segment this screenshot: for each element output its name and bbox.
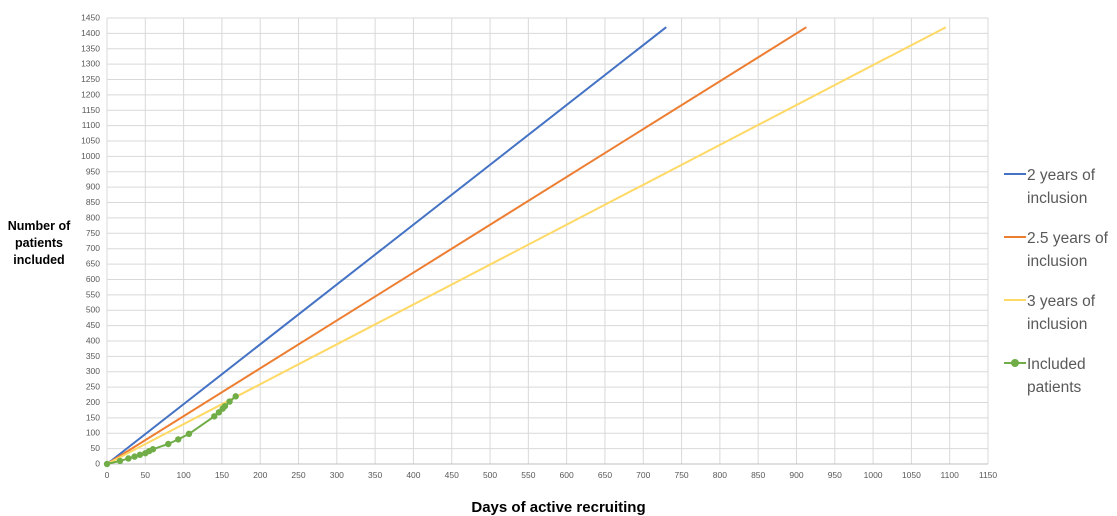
- legend-label: 2.5 years of inclusion: [1027, 230, 1108, 270]
- y-tick-label: 550: [86, 289, 100, 299]
- x-tick-label: 200: [253, 470, 267, 480]
- series-lines: [103, 26, 947, 468]
- x-tick-label: 1050: [902, 470, 921, 480]
- series-line-1: [106, 26, 807, 465]
- y-tick-label: 250: [86, 382, 100, 392]
- legend-label: Included patients: [1027, 356, 1086, 396]
- y-tick-label: 1400: [81, 28, 100, 38]
- y-tick-label: 450: [86, 320, 100, 330]
- data-point: [165, 440, 172, 448]
- x-tick-label: 300: [330, 470, 344, 480]
- x-tick-label: 1100: [941, 470, 960, 480]
- legend-swatch: [1004, 299, 1026, 301]
- y-tick-label: 200: [86, 397, 100, 407]
- legend-swatch: [1004, 173, 1026, 175]
- y-tick-label: 1200: [81, 89, 100, 99]
- y-tick-label: 0: [95, 459, 100, 469]
- y-tick-label: 1100: [82, 120, 101, 130]
- x-tick-label: 850: [751, 470, 765, 480]
- data-point: [136, 451, 144, 458]
- data-point: [116, 457, 124, 465]
- y-tick-label: 900: [86, 182, 100, 192]
- y-tick-label: 300: [86, 366, 100, 376]
- y-tick-label: 400: [86, 335, 100, 345]
- legend: 2 years of inclusion 2.5 years of inclusi…: [1004, 164, 1117, 416]
- x-tick-label: 50: [141, 470, 151, 480]
- y-tick-label: 700: [86, 243, 100, 253]
- data-point: [149, 446, 157, 453]
- y-tick-label: 50: [91, 443, 101, 453]
- y-tick-label: 100: [86, 428, 100, 438]
- data-point: [226, 398, 233, 405]
- data-point: [221, 402, 229, 410]
- legend-marker: [1011, 359, 1019, 367]
- x-axis-title-wrap: Days of active recruiting: [0, 499, 1117, 516]
- x-axis-title: Days of active recruiting: [471, 499, 646, 516]
- x-tick-label: 650: [598, 470, 612, 480]
- y-tick-label: 750: [86, 228, 100, 238]
- y-tick-label: 350: [86, 351, 100, 361]
- x-tick-label: 150: [215, 470, 229, 480]
- x-tick-label: 400: [406, 470, 420, 480]
- y-tick-label: 800: [86, 212, 100, 222]
- y-tick-label: 950: [86, 166, 100, 176]
- x-tick-label: 750: [674, 470, 688, 480]
- x-tick-label: 700: [636, 470, 650, 480]
- data-point: [103, 460, 111, 468]
- x-tick-label: 900: [789, 470, 803, 480]
- legend-label: 3 years of inclusion: [1027, 293, 1096, 333]
- y-tick-label: 850: [86, 197, 100, 207]
- x-tick-label: 800: [713, 470, 727, 480]
- legend-label: 2 years of inclusion: [1027, 167, 1096, 207]
- y-tick-label: 1250: [81, 74, 100, 84]
- legend-item: 2.5 years of inclusion: [1004, 227, 1117, 290]
- x-tick-label: 500: [483, 470, 497, 480]
- legend-item: 2 years of inclusion: [1004, 164, 1117, 227]
- gridlines: [106, 17, 989, 465]
- x-tick-label: 1000: [864, 470, 883, 480]
- x-tick-label: 600: [560, 470, 574, 480]
- legend-item: 3 years of inclusion: [1004, 290, 1117, 353]
- x-tick-label: 450: [445, 470, 459, 480]
- y-tick-label: 600: [86, 274, 100, 284]
- x-tick-label: 0: [105, 470, 110, 480]
- data-point: [232, 393, 239, 400]
- y-tick-label: 150: [86, 412, 100, 422]
- x-tick-label: 950: [828, 470, 842, 480]
- y-tick-label: 500: [86, 305, 100, 315]
- data-point: [185, 430, 193, 438]
- x-tick-label: 100: [177, 470, 191, 480]
- data-point: [175, 436, 182, 443]
- y-tick-label: 650: [86, 259, 100, 269]
- x-tick-label: 550: [521, 470, 535, 480]
- data-point: [211, 413, 218, 420]
- y-tick-label: 1150: [82, 105, 101, 115]
- series-line-0: [106, 26, 667, 465]
- x-tick-label: 1150: [979, 470, 998, 480]
- data-point: [131, 453, 138, 460]
- y-tick-label: 1350: [81, 43, 100, 53]
- legend-item: Included patients: [1004, 353, 1117, 416]
- x-tick-label: 350: [368, 470, 382, 480]
- y-tick-label: 1300: [81, 59, 100, 69]
- x-tick-label: 250: [291, 470, 305, 480]
- data-point: [125, 455, 132, 462]
- y-axis-title: Number of patients included: [7, 219, 71, 267]
- axes: 0501001502002503003504004505005506006507…: [81, 13, 997, 481]
- y-tick-label: 1050: [81, 136, 100, 146]
- legend-swatch: [1004, 236, 1026, 238]
- y-tick-label: 1450: [81, 13, 100, 23]
- series-line-2: [106, 26, 947, 465]
- y-tick-label: 1000: [81, 151, 100, 161]
